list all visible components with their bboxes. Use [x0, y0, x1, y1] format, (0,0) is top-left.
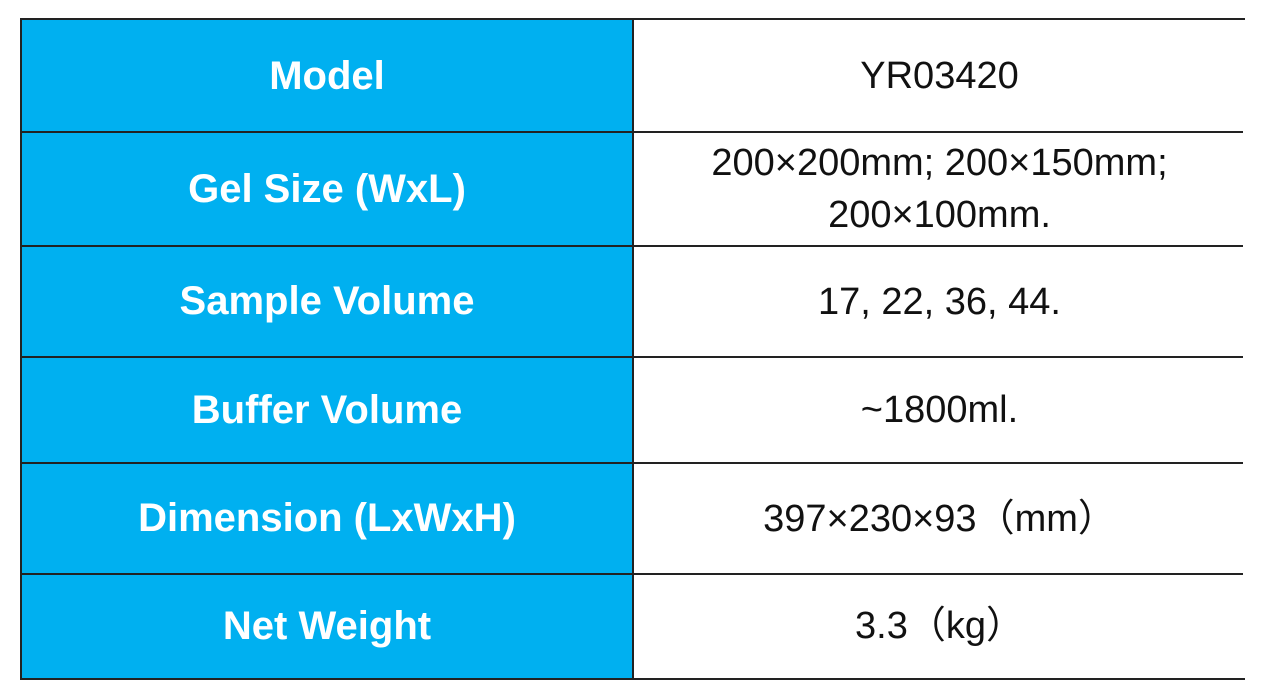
row-label: Gel Size (WxL) — [22, 132, 634, 246]
spec-table: Model YR03420 Gel Size (WxL) 200×200mm; 200… — [20, 18, 1245, 680]
row-label: Dimension (LxWxH) — [22, 463, 634, 574]
row-value: ~1800ml. — [634, 357, 1245, 463]
row-divider — [22, 356, 1243, 358]
row-label: Sample Volume — [22, 246, 634, 357]
row-divider — [22, 131, 1243, 133]
row-value: YR03420 — [634, 20, 1245, 132]
row-divider — [22, 462, 1243, 464]
row-divider — [22, 573, 1243, 575]
row-value: 17, 22, 36, 44. — [634, 246, 1245, 357]
row-label: Net Weight — [22, 574, 634, 678]
row-label: Model — [22, 20, 634, 132]
row-value: 397×230×93（mm） — [634, 463, 1245, 574]
row-label: Buffer Volume — [22, 357, 634, 463]
row-value: 200×200mm; 200×150mm; 200×100mm. — [634, 132, 1245, 246]
row-divider — [22, 245, 1243, 247]
row-value: 3.3（kg） — [634, 574, 1245, 678]
